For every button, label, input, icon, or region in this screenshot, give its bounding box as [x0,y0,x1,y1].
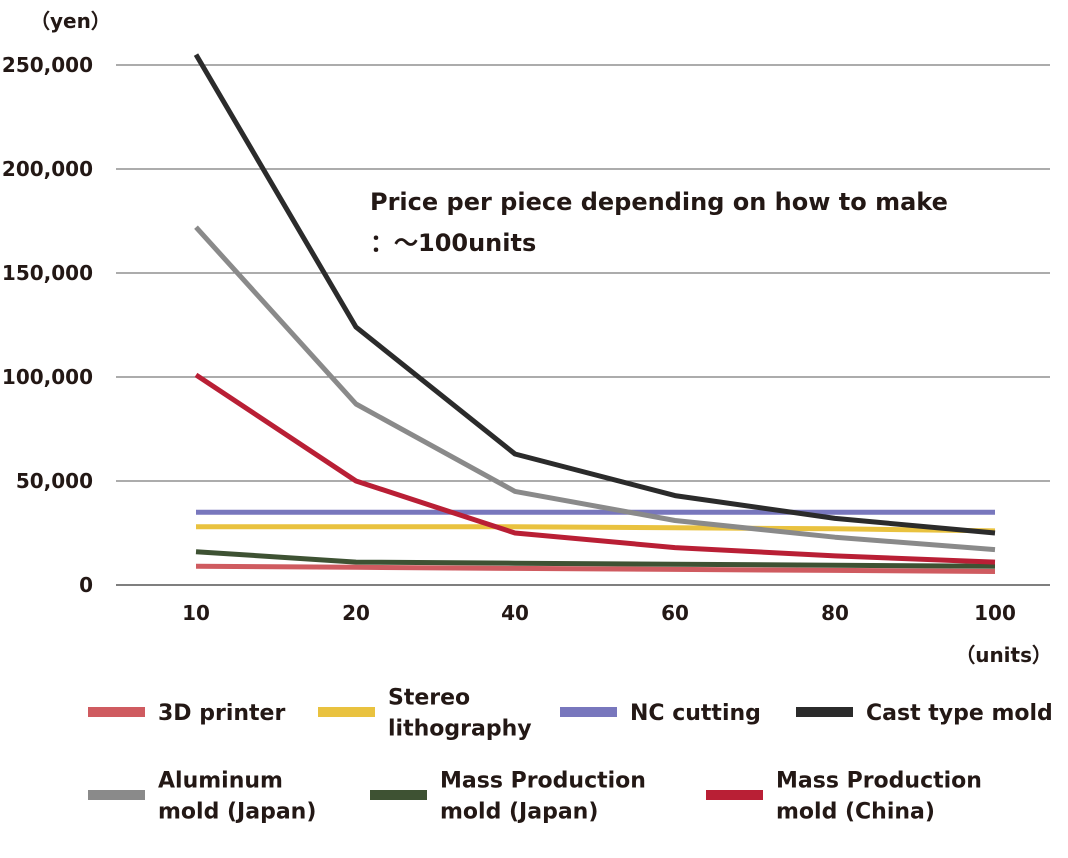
legend-label: Mass Production [776,769,982,794]
legend-swatch [370,790,427,800]
series-line [195,563,996,574]
legend-swatch [318,707,375,717]
tick-layer: 0 50,000 100,000 150,000 200,000 250,000 10 20 4… [2,53,1016,625]
x-tick-label: 40 [501,601,529,625]
series-line [194,372,996,565]
legend-swatch [706,790,763,800]
legend-label: NC cutting [630,701,761,726]
legend-swatch [88,790,145,800]
series-line [196,524,996,534]
series-layer [193,53,996,574]
y-tick-label: 0 [79,573,93,597]
x-tick-label: 60 [661,601,689,625]
legend-label: mold (China) [776,800,935,825]
legend-label: lithography [388,717,532,742]
series-line [195,549,996,569]
x-tick-label: 100 [974,601,1016,625]
legend-label: Stereo [388,686,470,711]
legend-label: mold (Japan) [158,800,316,825]
x-tick-label: 10 [182,601,210,625]
legend-swatch [88,707,145,717]
x-tick-label: 20 [342,601,370,625]
x-tick-label: 80 [821,601,849,625]
series-line [193,53,996,536]
legend-label: Aluminum [158,769,283,794]
legend: 3D printer Stereo lithography NC cutting Cas… [88,686,1053,825]
legend-swatch [796,707,853,717]
legend-label: Mass Production [440,769,646,794]
legend-label: mold (Japan) [440,800,598,825]
x-axis-unit: （units） [955,643,1052,667]
grid-layer [116,64,1050,586]
y-tick-label: 100,000 [2,365,93,389]
series-line [194,225,996,553]
legend-swatch [560,707,617,717]
y-tick-label: 50,000 [16,469,93,493]
chart-subtitle: ：～100units [370,229,536,257]
y-tick-label: 250,000 [2,53,93,77]
y-axis-unit: （yen） [30,9,111,33]
y-tick-label: 150,000 [2,261,93,285]
y-tick-label: 200,000 [2,157,93,181]
legend-label: Cast type mold [866,701,1053,726]
legend-label: 3D printer [158,701,285,726]
chart-title: Price per piece depending on how to make [370,188,948,216]
